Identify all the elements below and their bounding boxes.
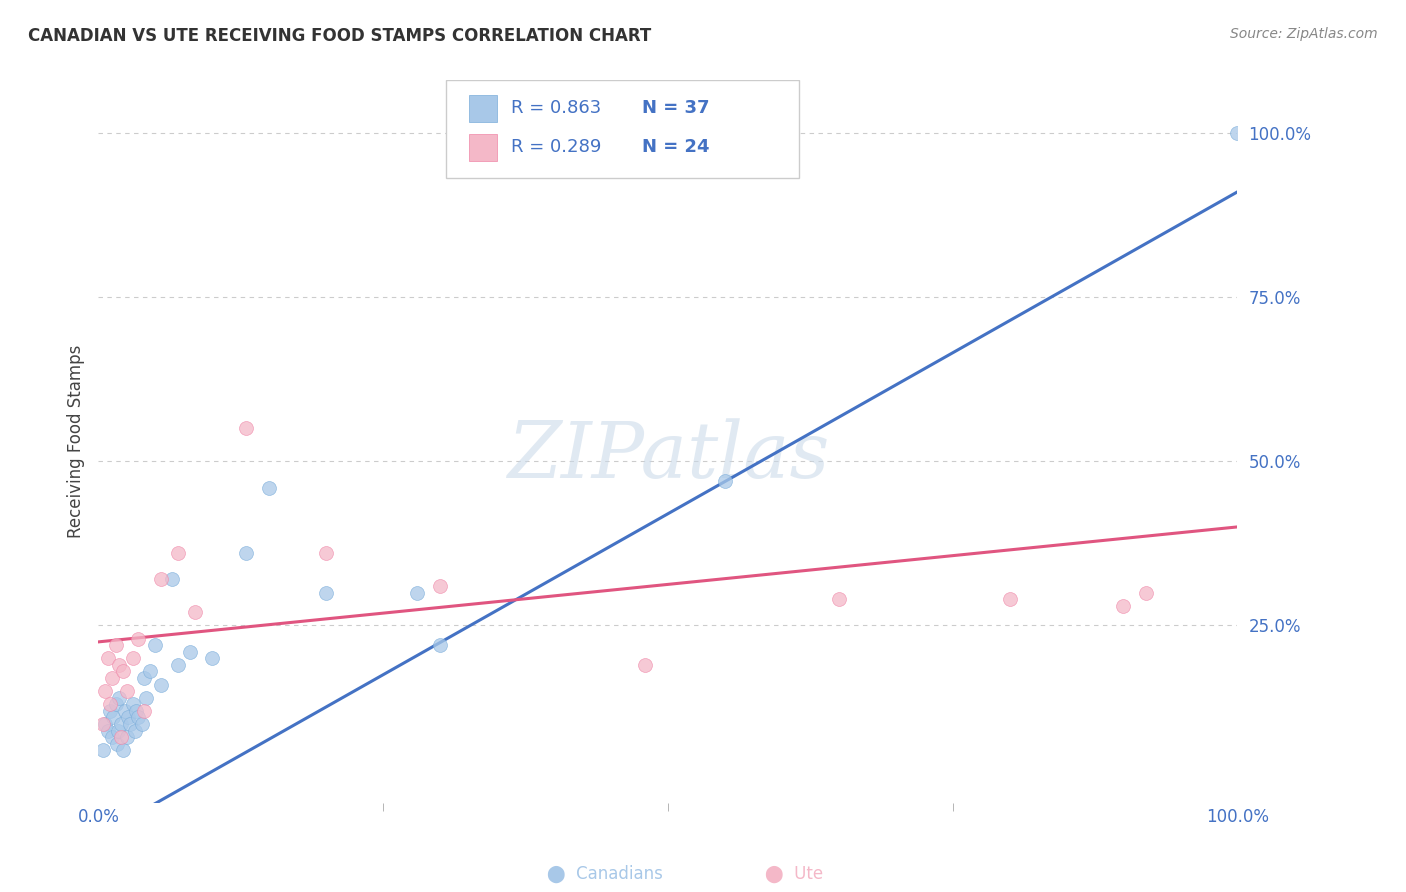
- Point: [127, 632, 149, 646]
- Point: [429, 638, 451, 652]
- Point: [1112, 599, 1135, 613]
- Text: ⬤  Ute: ⬤ Ute: [765, 865, 824, 883]
- Text: R = 0.863: R = 0.863: [510, 100, 600, 118]
- Point: [117, 710, 139, 724]
- Text: Source: ZipAtlas.com: Source: ZipAtlas.com: [1230, 27, 1378, 41]
- Point: [1135, 585, 1157, 599]
- Text: N = 37: N = 37: [641, 100, 709, 118]
- Point: [114, 704, 136, 718]
- Point: [406, 585, 429, 599]
- FancyBboxPatch shape: [446, 80, 799, 178]
- Point: [94, 717, 117, 731]
- Point: [104, 638, 127, 652]
- Point: [201, 651, 224, 665]
- Point: [108, 690, 131, 705]
- Point: [150, 677, 173, 691]
- Point: [138, 665, 160, 679]
- Y-axis label: Receiving Food Stamps: Receiving Food Stamps: [66, 345, 84, 538]
- Point: [162, 573, 184, 587]
- Point: [125, 704, 148, 718]
- Point: [98, 698, 121, 712]
- Point: [103, 710, 125, 724]
- Point: [235, 421, 257, 435]
- Point: [184, 605, 207, 619]
- Point: [121, 651, 143, 665]
- Text: R = 0.289: R = 0.289: [510, 138, 600, 156]
- Point: [108, 657, 131, 672]
- Point: [998, 592, 1021, 607]
- Point: [115, 730, 138, 744]
- Point: [150, 573, 173, 587]
- Point: [112, 665, 135, 679]
- Point: [127, 710, 149, 724]
- Text: ZIPatlas: ZIPatlas: [506, 417, 830, 494]
- Point: [104, 698, 127, 712]
- Text: N = 24: N = 24: [641, 138, 709, 156]
- Point: [110, 730, 132, 744]
- Point: [101, 671, 124, 685]
- FancyBboxPatch shape: [468, 95, 498, 122]
- Point: [96, 651, 118, 665]
- Point: [235, 546, 257, 560]
- Text: CANADIAN VS UTE RECEIVING FOOD STAMPS CORRELATION CHART: CANADIAN VS UTE RECEIVING FOOD STAMPS CO…: [28, 27, 651, 45]
- Point: [96, 723, 118, 738]
- Point: [429, 579, 451, 593]
- Point: [714, 474, 737, 488]
- Point: [98, 704, 121, 718]
- Point: [828, 592, 851, 607]
- Point: [105, 737, 128, 751]
- Point: [91, 717, 114, 731]
- Point: [135, 690, 157, 705]
- Text: ⬤  Canadians: ⬤ Canadians: [547, 864, 662, 883]
- Point: [634, 657, 657, 672]
- Point: [132, 671, 155, 685]
- Point: [94, 684, 117, 698]
- FancyBboxPatch shape: [468, 134, 498, 161]
- Point: [132, 704, 155, 718]
- Point: [120, 717, 142, 731]
- Point: [145, 638, 167, 652]
- Point: [179, 645, 201, 659]
- Point: [112, 743, 135, 757]
- Point: [167, 546, 190, 560]
- Point: [131, 717, 153, 731]
- Point: [1226, 126, 1249, 140]
- Point: [110, 717, 132, 731]
- Point: [107, 723, 129, 738]
- Point: [124, 723, 146, 738]
- Point: [259, 481, 281, 495]
- Point: [115, 684, 138, 698]
- Point: [101, 730, 124, 744]
- Point: [121, 698, 143, 712]
- Point: [91, 743, 114, 757]
- Point: [315, 585, 337, 599]
- Point: [315, 546, 337, 560]
- Point: [167, 657, 190, 672]
